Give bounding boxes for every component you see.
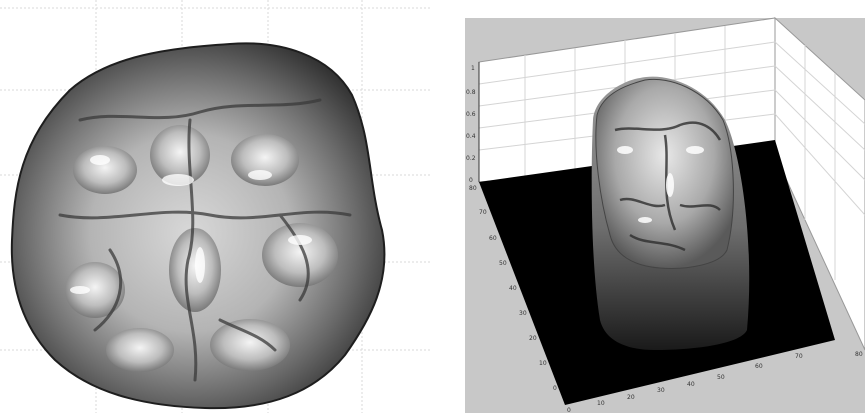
x-tick-label: 20 [627, 394, 635, 401]
tooth-highlights [70, 155, 312, 294]
tooth-cusps [65, 125, 338, 372]
x-axis: 0 10 20 30 40 50 60 70 80 [567, 351, 863, 413]
surface-plot-panel: 0 0.2 0.4 0.6 0.8 1 80 70 60 50 40 30 20… [465, 0, 865, 413]
y-tick-label: 0 [553, 385, 557, 392]
x-tick-label: 70 [795, 353, 803, 360]
back-wall-right [774, 16, 865, 351]
y-tick-label: 60 [489, 235, 497, 242]
x-tick-label: 80 [855, 351, 863, 358]
y-tick-label: 70 [479, 209, 487, 216]
x-tick-label: 30 [657, 387, 665, 394]
z-tick-label: 0.2 [466, 155, 476, 162]
y-axis: 80 70 60 50 40 30 20 10 0 [469, 185, 557, 392]
occlusal-view-panel [0, 0, 430, 413]
z-tick-label: 0.6 [466, 111, 476, 118]
tooth-surface-highlights [617, 146, 704, 223]
surface-plot-image: 0 0.2 0.4 0.6 0.8 1 80 70 60 50 40 30 20… [465, 16, 865, 413]
z-tick-label: 0.8 [466, 89, 476, 96]
y-tick-label: 50 [499, 260, 507, 267]
x-tick-label: 60 [755, 363, 763, 370]
tooth-crown-shape [10, 42, 386, 410]
x-tick-label: 10 [597, 400, 605, 407]
tooth-surface-top [595, 78, 734, 269]
x-tick-label: 40 [687, 381, 695, 388]
y-tick-label: 30 [519, 310, 527, 317]
y-tick-label: 10 [539, 360, 547, 367]
y-tick-label: 40 [509, 285, 517, 292]
x-tick-label: 0 [567, 407, 571, 413]
occlusal-view-image [0, 0, 430, 413]
x-tick-label: 50 [717, 374, 725, 381]
z-axis: 0 0.2 0.4 0.6 0.8 1 [466, 62, 480, 184]
tooth-fissures [58, 98, 352, 382]
y-tick-label: 80 [469, 185, 477, 192]
y-tick-label: 20 [529, 335, 537, 342]
z-tick-label: 0.4 [466, 133, 476, 140]
z-tick-label: 0 [469, 177, 473, 184]
z-tick-label: 1 [471, 65, 475, 72]
